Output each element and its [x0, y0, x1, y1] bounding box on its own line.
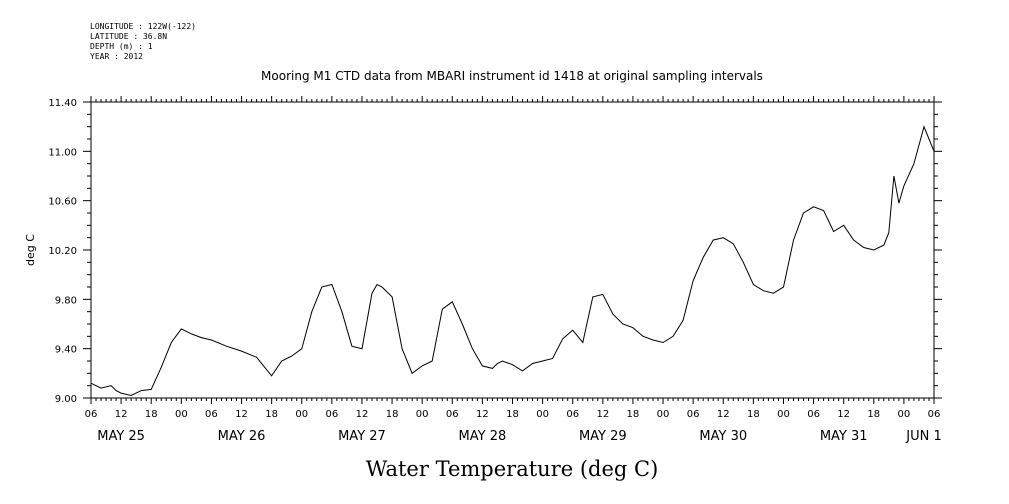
longitude-text: LONGITUDE : 122W(-122): [90, 22, 196, 31]
x-hour-label: 12: [596, 409, 609, 420]
x-hour-label: 12: [476, 409, 489, 420]
x-hour-label: 06: [325, 409, 338, 420]
x-hour-label: 18: [265, 409, 278, 420]
x-hour-label: 06: [205, 409, 218, 420]
x-day-label: MAY 30: [699, 429, 747, 444]
x-hour-label: 00: [777, 409, 790, 420]
x-hour-label: 00: [175, 409, 188, 420]
y-axis: 9.00 9.40 9.80 10.20 10.60 11.00 11.40: [48, 98, 942, 405]
latitude-text: LATITUDE : 36.8N: [90, 32, 168, 41]
y-tick-label: 10.20: [48, 246, 77, 257]
depth-text: DEPTH (m) : 1: [90, 42, 153, 51]
x-hour-label: 12: [115, 409, 128, 420]
x-day-label: JUN 1: [905, 429, 941, 444]
x-hour-label: 06: [446, 409, 459, 420]
x-hour-label: 18: [747, 409, 760, 420]
chart-title: Mooring M1 CTD data from MBARI instrumen…: [261, 69, 763, 83]
x-hour-label: 18: [627, 409, 640, 420]
x-hour-label: 00: [295, 409, 308, 420]
y-axis-label: deg C: [24, 234, 37, 266]
x-hour-label: 18: [867, 409, 880, 420]
x-day-label: MAY 29: [579, 429, 627, 444]
x-day-label: MAY 26: [218, 429, 266, 444]
x-hour-label: 06: [928, 409, 941, 420]
x-axis: 06 12 18 00 06 12 18 00 06 12 18 00 06 12 18 00 06 12 18 00…: [85, 96, 942, 444]
x-day-label: MAY 25: [97, 429, 145, 444]
y-tick-label: 9.40: [55, 345, 77, 356]
x-hour-label: 12: [717, 409, 730, 420]
x-hour-label: 06: [566, 409, 579, 420]
y-tick-label: 9.00: [55, 394, 77, 405]
x-hour-label: 12: [356, 409, 369, 420]
plot-border: [90, 101, 935, 399]
x-hour-label: 12: [235, 409, 248, 420]
x-hour-label: 18: [145, 409, 158, 420]
x-day-label: MAY 28: [459, 429, 507, 444]
x-hour-label: 00: [416, 409, 429, 420]
x-hour-label: 18: [386, 409, 399, 420]
x-axis-title: Water Temperature (deg C): [366, 457, 659, 481]
y-tick-label: 11.40: [48, 98, 77, 109]
x-day-label: MAY 31: [820, 429, 868, 444]
temperature-series-line: [90, 125, 935, 397]
x-hour-label: 06: [687, 409, 700, 420]
x-hour-label: 06: [807, 409, 820, 420]
x-hour-label: 06: [85, 409, 98, 420]
plot-frame: [90, 101, 935, 399]
x-hour-label: 18: [506, 409, 519, 420]
x-hour-label: 00: [536, 409, 549, 420]
year-text: YEAR : 2012: [90, 52, 143, 61]
y-tick-label: 9.80: [55, 295, 77, 306]
x-hour-label: 00: [898, 409, 911, 420]
x-hour-label: 12: [837, 409, 850, 420]
x-day-label: MAY 27: [338, 429, 386, 444]
y-tick-label: 10.60: [48, 197, 77, 208]
metadata-block: LONGITUDE : 122W(-122) LATITUDE : 36.8N …: [90, 22, 196, 62]
x-hour-label: 00: [657, 409, 670, 420]
y-tick-label: 11.00: [48, 147, 77, 158]
